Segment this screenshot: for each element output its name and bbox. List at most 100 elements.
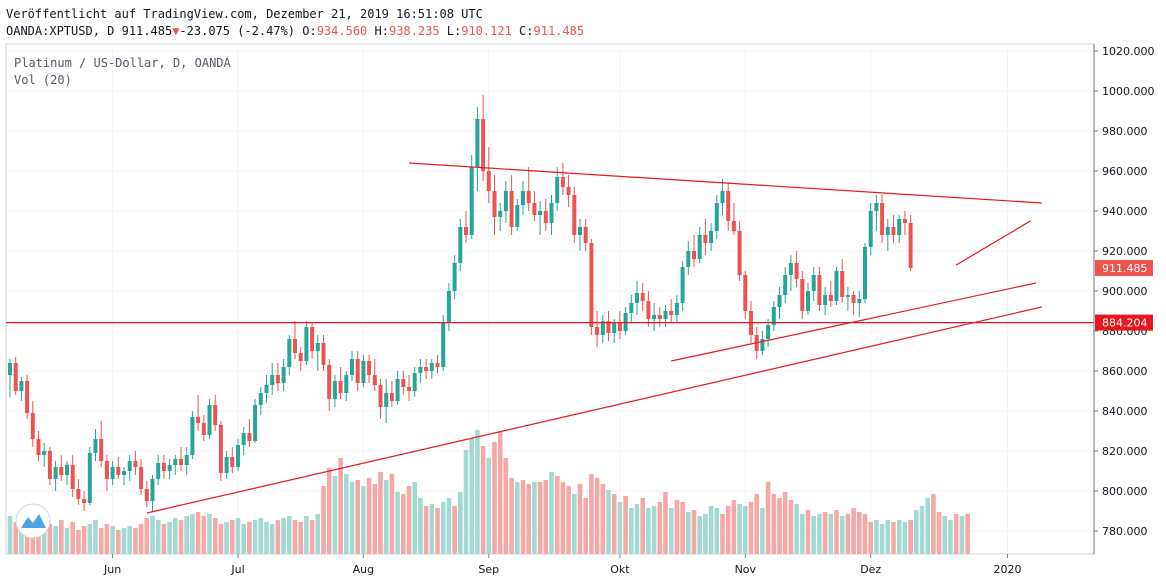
candle [543, 199, 548, 231]
candle-body [760, 339, 765, 351]
volume-bar [104, 524, 110, 554]
candle-body [572, 195, 577, 235]
candle [315, 335, 320, 371]
candle [452, 255, 457, 299]
volume-bar [845, 514, 851, 554]
candle-body [646, 301, 651, 319]
volume-bar [281, 518, 286, 554]
candle [13, 357, 18, 395]
candle [389, 381, 394, 407]
candle [161, 455, 166, 479]
candle [902, 211, 907, 235]
volume-bar [355, 480, 360, 554]
volume-bar [623, 496, 628, 554]
candle [412, 367, 417, 397]
volume-bar [828, 514, 834, 554]
volume-bar [589, 474, 594, 554]
current-price-tag [1095, 260, 1153, 277]
candle-body [543, 211, 548, 223]
candle-body [156, 463, 161, 479]
candle-body [104, 461, 109, 479]
candle-body [731, 221, 736, 231]
volume-bar [896, 520, 902, 554]
candle [578, 219, 582, 251]
volume-bar [486, 458, 492, 554]
candle-body [868, 211, 873, 247]
candle [253, 399, 258, 443]
candle-body [532, 203, 537, 215]
candle [338, 367, 343, 399]
volume-bar [366, 478, 372, 554]
candle [247, 419, 252, 447]
candle-body [475, 119, 480, 167]
candle [264, 375, 269, 403]
volume-bar [925, 498, 930, 554]
y-tick-label: 980.000 [1102, 125, 1148, 138]
volume-bar [395, 492, 400, 554]
horizontal-line-label: 884.204 [1102, 317, 1148, 330]
volume-bar [201, 516, 207, 554]
candle-body [481, 119, 486, 171]
candle [863, 243, 867, 303]
volume-bar [235, 518, 241, 554]
candle [384, 379, 389, 423]
candle-body [93, 439, 98, 453]
candle-body [190, 417, 195, 455]
candle-body [230, 457, 235, 467]
volume-bar [634, 504, 640, 554]
volume-bar [389, 474, 395, 554]
volume-bar [862, 514, 868, 554]
candle [446, 283, 451, 331]
volume-bar [600, 484, 606, 554]
candle-body [509, 191, 514, 227]
candle-body [840, 271, 845, 297]
volume-bar [748, 502, 754, 554]
candle-body [264, 385, 269, 393]
volume-bar [885, 520, 891, 554]
volume-bar [549, 472, 554, 554]
volume-bar [902, 522, 908, 554]
candle-body [87, 453, 92, 503]
time-axis[interactable]: Jun Jul Aug Sep Okt Nov Dez 2020 [103, 554, 1022, 576]
candle [515, 199, 520, 231]
volume-bar [309, 520, 315, 554]
candle-body [133, 461, 138, 467]
volume-bar [646, 508, 651, 554]
candle [726, 183, 731, 231]
y-tick-label: 1020.000 [1102, 45, 1155, 58]
candle-body [851, 295, 856, 303]
volume-bar [138, 524, 144, 554]
candle [908, 215, 913, 271]
volume-bar [47, 524, 53, 554]
candle-body [196, 417, 201, 423]
volume-bar [224, 522, 229, 554]
volume-bar [361, 486, 366, 554]
candle-body [452, 263, 457, 291]
candle-body [635, 293, 639, 303]
volume-bar [526, 484, 531, 554]
candle [486, 147, 491, 203]
candle-body [47, 451, 52, 479]
y-tick-label: 900.000 [1102, 285, 1148, 298]
candle [674, 295, 679, 323]
candle-body [458, 227, 463, 263]
symbol-label: OANDA:XPTUSD, D [6, 24, 115, 38]
tradingview-logo-icon[interactable] [15, 503, 51, 539]
volume-bar [839, 516, 845, 554]
candle [845, 287, 850, 311]
candle [521, 181, 525, 215]
volume-bar [583, 498, 588, 554]
candle [652, 303, 657, 331]
volume-bar [640, 498, 645, 554]
volume-bar [554, 476, 560, 554]
volume-bar [446, 498, 452, 554]
volume-bar [275, 520, 281, 554]
candle-body [218, 425, 223, 473]
candle [629, 295, 634, 323]
candle [304, 321, 309, 365]
price-axis[interactable]: 780.000800.000820.000840.000860.000880.0… [1093, 44, 1155, 554]
volume-bar [463, 450, 469, 554]
volume-indicator-label: Vol (20) [14, 73, 72, 87]
descending-resistance-line [408, 162, 1042, 204]
